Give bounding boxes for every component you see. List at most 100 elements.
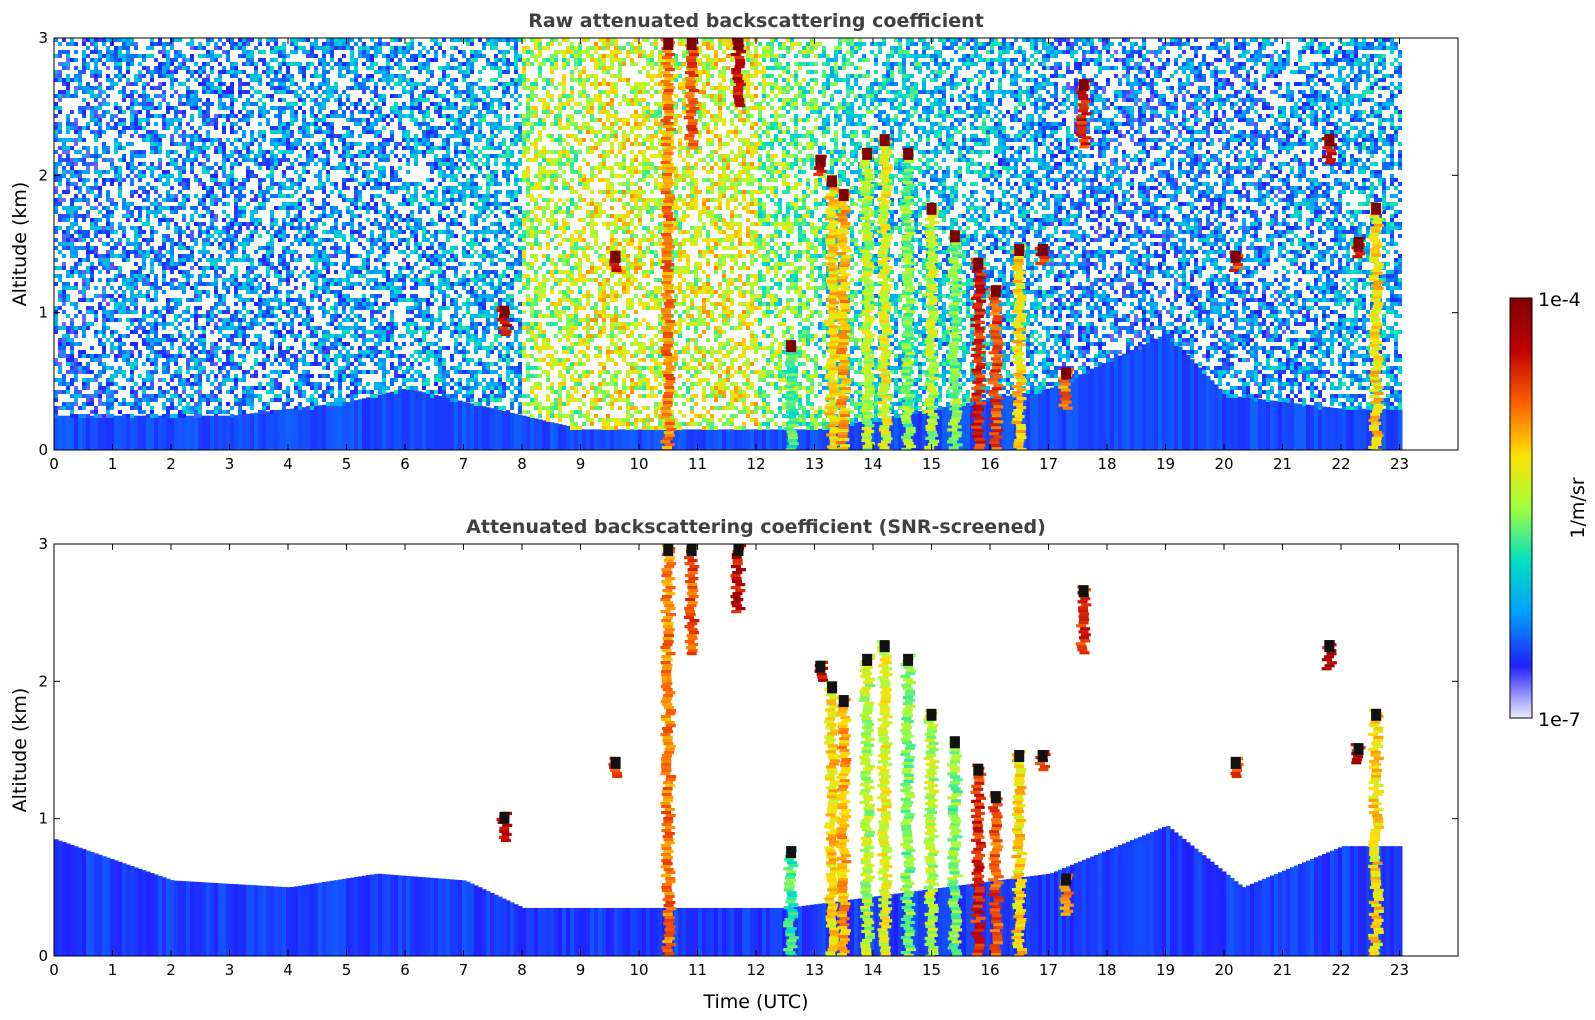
- noise-cell: [98, 254, 102, 258]
- noise-cell: [210, 226, 214, 230]
- noise-cell: [126, 250, 130, 254]
- noise-cell: [238, 342, 242, 346]
- noise-cell: [198, 54, 202, 58]
- noise-cell: [126, 298, 130, 302]
- noise-cell: [230, 386, 234, 390]
- noise-cell: [202, 118, 206, 122]
- noise-cell: [214, 138, 218, 142]
- noise-cell: [78, 350, 82, 354]
- noise-cell: [210, 262, 214, 266]
- noise-cell: [86, 150, 90, 154]
- noise-cell: [62, 242, 66, 246]
- noise-cell: [138, 206, 142, 210]
- noise-cell: [266, 258, 270, 262]
- noise-cell: [214, 258, 218, 262]
- noise-cell: [54, 190, 58, 194]
- noise-cell: [106, 190, 110, 194]
- noise-cell: [202, 150, 206, 154]
- noise-cell: [110, 406, 114, 410]
- noise-cell: [258, 286, 262, 290]
- noise-cell: [282, 218, 286, 222]
- noise-cell: [146, 138, 150, 142]
- noise-cell: [214, 58, 218, 62]
- noise-cell: [302, 98, 306, 102]
- noise-cell: [102, 242, 106, 246]
- boundary-layer-cell: [126, 416, 131, 450]
- noise-cell: [246, 90, 250, 94]
- noise-cell: [246, 222, 250, 226]
- noise-cell: [218, 246, 222, 250]
- noise-cell: [266, 310, 270, 314]
- noise-cell: [154, 42, 158, 46]
- noise-cell: [158, 254, 162, 258]
- noise-cell: [238, 222, 242, 226]
- noise-cell: [86, 154, 90, 158]
- noise-cell: [234, 398, 238, 402]
- noise-cell: [66, 126, 70, 130]
- noise-cell: [146, 70, 150, 74]
- noise-cell: [106, 310, 110, 314]
- noise-cell: [154, 278, 158, 282]
- noise-cell: [178, 370, 182, 374]
- noise-cell: [278, 346, 282, 350]
- noise-cell: [178, 82, 182, 86]
- noise-cell: [154, 114, 158, 118]
- noise-cell: [262, 410, 266, 414]
- noise-cell: [270, 262, 274, 266]
- boundary-layer-cell: [150, 416, 155, 450]
- noise-cell: [278, 186, 282, 190]
- boundary-layer-cell: [130, 416, 135, 450]
- noise-cell: [182, 158, 186, 162]
- noise-cell: [198, 326, 202, 330]
- noise-cell: [110, 182, 114, 186]
- noise-cell: [306, 238, 310, 242]
- noise-cell: [146, 106, 150, 110]
- noise-cell: [250, 262, 254, 266]
- noise-cell: [150, 230, 154, 234]
- noise-cell: [282, 42, 286, 46]
- noise-cell: [162, 70, 166, 74]
- noise-cell: [266, 74, 270, 78]
- noise-cell: [130, 98, 134, 102]
- noise-cell: [246, 350, 250, 354]
- noise-cell: [194, 366, 198, 370]
- noise-cell: [70, 138, 74, 142]
- noise-cell: [150, 98, 154, 102]
- noise-cell: [294, 214, 298, 218]
- noise-cell: [158, 262, 162, 266]
- noise-cell: [206, 394, 210, 398]
- noise-cell: [98, 362, 102, 366]
- noise-cell: [286, 126, 290, 130]
- noise-cell: [110, 114, 114, 118]
- noise-cell: [202, 102, 206, 106]
- noise-cell: [126, 362, 130, 366]
- noise-cell: [278, 278, 282, 282]
- noise-cell: [278, 334, 282, 338]
- noise-cell: [234, 206, 238, 210]
- noise-cell: [246, 174, 250, 178]
- noise-cell: [82, 278, 86, 282]
- noise-cell: [250, 258, 254, 262]
- noise-cell: [214, 266, 218, 270]
- noise-cell: [230, 338, 234, 342]
- noise-cell: [114, 230, 118, 234]
- noise-cell: [130, 354, 134, 358]
- noise-cell: [146, 290, 150, 294]
- noise-cell: [58, 62, 62, 66]
- noise-cell: [62, 62, 66, 66]
- noise-cell: [58, 110, 62, 114]
- noise-cell: [130, 170, 134, 174]
- noise-cell: [222, 130, 226, 134]
- noise-cell: [130, 330, 134, 334]
- noise-cell: [146, 254, 150, 258]
- noise-cell: [98, 126, 102, 130]
- noise-cell: [70, 370, 74, 374]
- noise-cell: [58, 278, 62, 282]
- noise-cell: [158, 394, 162, 398]
- noise-cell: [194, 134, 198, 138]
- noise-cell: [230, 182, 234, 186]
- noise-cell: [106, 250, 110, 254]
- noise-cell: [190, 70, 194, 74]
- noise-cell: [138, 386, 142, 390]
- noise-cell: [266, 282, 270, 286]
